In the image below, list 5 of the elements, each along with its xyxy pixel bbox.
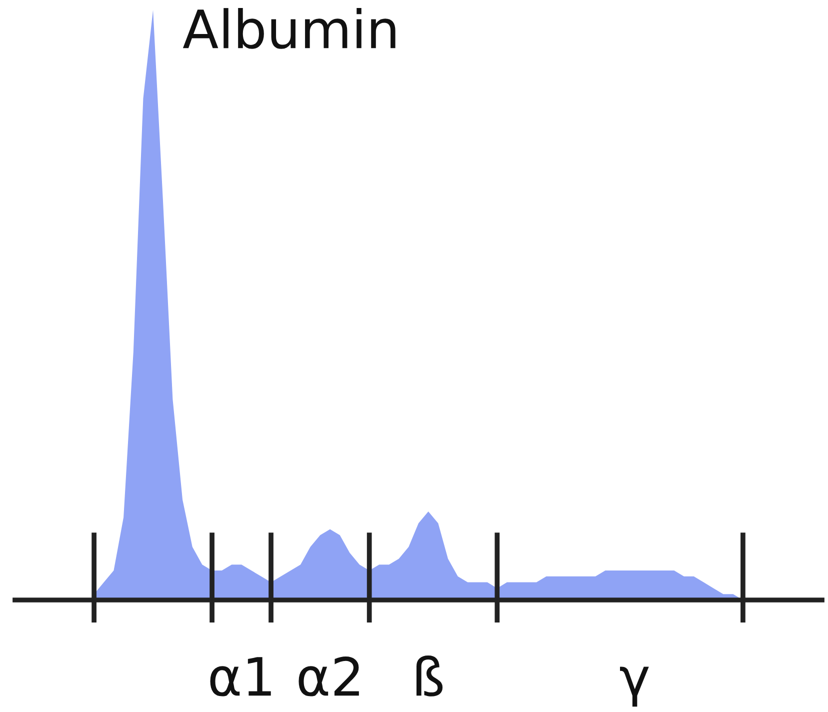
annotation: Albumin [182, 8, 396, 49]
x-tick-label: ß [416, 656, 443, 696]
x-tick-label: α2 [298, 656, 359, 696]
x-tick-label: γ [620, 666, 649, 707]
x-tick-label: α1 [210, 657, 271, 696]
